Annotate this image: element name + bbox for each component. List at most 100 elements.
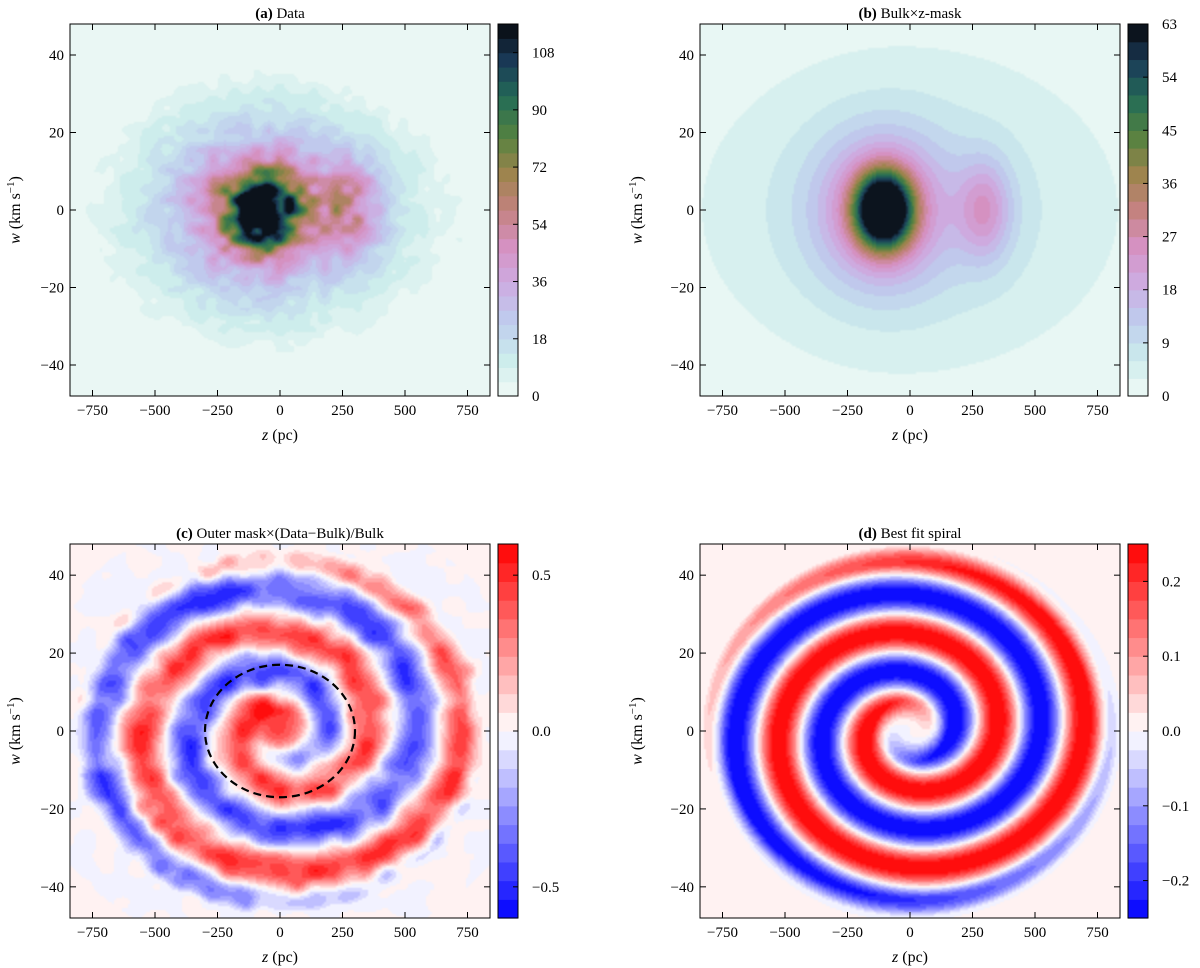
panel-b-colorbar-band — [1128, 360, 1148, 379]
panel-d-yticks: −40 −20 0 20 40 — [671, 568, 1120, 896]
panel-d-colorbar-tick-label: 0.2 — [1162, 574, 1181, 590]
panel-a-xtick-label: 500 — [394, 403, 417, 419]
panel-a-colorbar-band — [498, 38, 518, 54]
panel-c: (c) Outer mask×(Data−Bulk)/Bulk −750 −500… — [5, 526, 559, 966]
panel-d-colorbar-band — [1128, 768, 1148, 788]
panel-b-heatmap — [700, 24, 1120, 396]
panel-b-colorbar-band — [1128, 24, 1148, 43]
panel-b-colorbar-bands — [1128, 24, 1148, 397]
panel-b-colorbar-band — [1128, 165, 1148, 185]
panel-c-xtick-label: 250 — [331, 925, 354, 941]
panel-d-colorbar-tick-label: 0.1 — [1162, 649, 1181, 665]
panel-d-xtick-label: 750 — [1086, 925, 1109, 941]
panel-a-ytick-label: −20 — [41, 281, 64, 297]
panel-c-heatmap — [70, 544, 490, 918]
panel-a-colorbar-band — [498, 109, 518, 125]
panel-d-colorbar-band — [1128, 824, 1148, 844]
panel-b-colorbar-tick-label: 54 — [1162, 70, 1178, 86]
panel-b-colorbar-tick-label: 0 — [1162, 389, 1170, 405]
panel-b-colorbar-band — [1128, 183, 1148, 202]
panel-d-xlabel: z (pc) — [891, 949, 928, 966]
panel-a-colorbar-band — [498, 367, 518, 383]
panel-d-colorbar-band — [1128, 805, 1148, 826]
panel-a-colorbar-band — [498, 381, 518, 397]
panel-d-colorbar-band — [1128, 712, 1148, 732]
panel-b-xtick-label: −250 — [832, 403, 863, 419]
panel-a-colorbar-band — [498, 152, 518, 168]
panel-a: (a) Data −750 −500 −250 0 250 500 750 −40 −20 0 2… — [5, 6, 555, 444]
panel-d-colorbar-band — [1128, 656, 1148, 676]
panel-a-xtick-label: −500 — [140, 403, 171, 419]
panel-a-colorbar-band — [498, 281, 518, 297]
panel-d-ytick-label: 0 — [687, 724, 695, 740]
panel-b-colorbar-band — [1128, 289, 1148, 309]
panel-b-colorbar-band — [1128, 307, 1148, 326]
panel-d-colorbar-band — [1128, 843, 1148, 863]
panel-a-colorbar-band — [498, 210, 518, 225]
panel-b-colorbar-band — [1128, 130, 1148, 149]
panel-b-ylabel: w (km s−1) — [627, 176, 646, 244]
panel-a-colorbar-band — [498, 267, 518, 283]
panel-b-xtick-label: 750 — [1086, 403, 1109, 419]
panel-d-ytick-label: 20 — [679, 646, 694, 662]
panel-a-colorbar-band — [498, 167, 518, 182]
panel-c-colorbar-band — [498, 731, 518, 751]
panel-a-colorbar-bands — [498, 24, 518, 397]
panel-b-colorbar-band — [1128, 41, 1148, 61]
panel-d-colorbar-band — [1128, 880, 1148, 900]
panel-a-ytick-label: −40 — [41, 358, 64, 374]
panel-b-xtick-label: 0 — [906, 403, 914, 419]
panel-a-colorbar-tick-label: 90 — [532, 103, 547, 119]
panel-b-ytick-label: 40 — [679, 48, 694, 64]
panel-a-colorbar-band — [498, 138, 518, 154]
panel-a-yticks: −40 −20 0 20 40 — [41, 48, 490, 374]
panel-a-ytick-label: 0 — [57, 203, 65, 219]
panel-d-xtick-label: −750 — [707, 925, 738, 941]
panel-d-ytick-label: 40 — [679, 568, 694, 584]
panel-a-colorbar-band — [498, 224, 518, 240]
panel-b-colorbar-band — [1128, 59, 1148, 78]
panel-c-colorbar: −0.5 0.0 0.5 — [497, 543, 559, 919]
panel-b-ytick-label: 20 — [679, 126, 694, 142]
panel-b-title: (b) Bulk×z-mask — [858, 6, 962, 22]
panel-c-xlabel: z (pc) — [261, 949, 298, 966]
panel-b-colorbar-band — [1128, 201, 1148, 220]
panel-a-colorbar-band — [498, 81, 518, 97]
panel-c-ytick-label: 20 — [49, 646, 64, 662]
panel-b-colorbar-tick-label: 36 — [1162, 176, 1178, 192]
panel-d-ylabel: w (km s−1) — [627, 697, 646, 765]
panel-a-colorbar-tick-label: 108 — [532, 46, 555, 62]
panel-b-colorbar-band — [1128, 94, 1148, 114]
panel-a-xtick-label: 750 — [456, 403, 479, 419]
panel-d-colorbar-ticks: −0.2 −0.1 0.0 0.1 0.2 — [1143, 574, 1189, 890]
panel-a-colorbar-band — [498, 324, 518, 340]
panel-b-colorbar-band — [1128, 325, 1148, 344]
panel-b-colorbar-tick-label: 27 — [1162, 230, 1178, 246]
panel-c-xtick-label: 500 — [394, 925, 417, 941]
panel-c-colorbar-ticks: −0.5 0.0 0.5 — [513, 568, 559, 896]
panel-a-xtick-label: 0 — [276, 403, 284, 419]
panel-d-colorbar-tick-label: −0.1 — [1162, 799, 1189, 815]
panel-c-colorbar-band — [498, 581, 518, 601]
panel-d-colorbar-band — [1128, 861, 1148, 882]
panel-a-colorbar: 0 18 36 54 72 90 108 — [497, 23, 555, 405]
panel-c-colorbar-band — [498, 824, 518, 844]
panel-b-colorbar-tick-label: 18 — [1162, 283, 1177, 299]
panel-a-xtick-label: −250 — [202, 403, 233, 419]
panel-d-colorbar-band — [1128, 581, 1148, 601]
panel-d-xtick-label: 250 — [961, 925, 984, 941]
panel-b-colorbar-frame — [1127, 23, 1149, 397]
panel-b-ytick-label: −40 — [671, 358, 694, 374]
panel-b-colorbar-tick-label: 45 — [1162, 123, 1177, 139]
panel-c-ytick-label: 40 — [49, 568, 64, 584]
panel-b-colorbar-tick-label: 9 — [1162, 336, 1170, 352]
panel-a-colorbar-band — [498, 195, 518, 211]
panel-d-colorbar-band — [1128, 562, 1148, 582]
panel-a-colorbar-band — [498, 252, 518, 268]
panel-b-xticks: −750 −500 −250 0 250 500 750 — [707, 24, 1109, 419]
panel-c-colorbar-band — [498, 712, 518, 732]
panel-d-ytick-label: −40 — [671, 880, 694, 896]
panel-c-colorbar-band — [498, 693, 518, 713]
panel-d-colorbar-band — [1128, 731, 1148, 751]
panel-d-colorbar-band — [1128, 693, 1148, 713]
